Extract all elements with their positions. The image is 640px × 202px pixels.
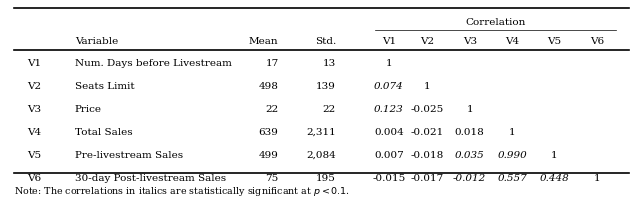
Text: V1: V1 [381,37,396,45]
Text: Num. Days before Livestream: Num. Days before Livestream [75,59,232,68]
Text: 22: 22 [266,105,278,114]
Text: V3: V3 [27,105,41,114]
Text: Std.: Std. [315,37,336,45]
Text: -0.025: -0.025 [410,105,444,114]
Text: 30-day Post-livestream Sales: 30-day Post-livestream Sales [75,173,226,182]
Text: 22: 22 [323,105,336,114]
Text: V6: V6 [27,173,41,182]
Text: 0.035: 0.035 [455,150,484,159]
Text: 499: 499 [259,150,278,159]
Text: -0.015: -0.015 [372,173,406,182]
Text: 195: 195 [316,173,336,182]
Text: 1: 1 [551,150,558,159]
Text: Mean: Mean [249,37,278,45]
Text: Price: Price [75,105,102,114]
Text: V5: V5 [547,37,561,45]
Text: 139: 139 [316,82,336,90]
Text: -0.018: -0.018 [410,150,444,159]
Text: V6: V6 [590,37,604,45]
Text: Total Sales: Total Sales [75,127,132,136]
Text: V1: V1 [27,59,41,68]
Text: 2,084: 2,084 [306,150,336,159]
Text: 639: 639 [259,127,278,136]
Text: 1: 1 [467,105,473,114]
Text: 0.557: 0.557 [497,173,527,182]
Text: V2: V2 [420,37,434,45]
Text: 1: 1 [594,173,600,182]
Text: 498: 498 [259,82,278,90]
Text: -0.012: -0.012 [453,173,486,182]
Text: 0.123: 0.123 [374,105,404,114]
Text: 1: 1 [424,82,430,90]
Text: Note: The correlations in italics are statistically significant at $p < 0.1$.: Note: The correlations in italics are st… [14,184,350,197]
Text: -0.017: -0.017 [410,173,444,182]
Text: Variable: Variable [75,37,118,45]
Text: 0.007: 0.007 [374,150,404,159]
Text: 0.074: 0.074 [374,82,404,90]
Text: -0.021: -0.021 [410,127,444,136]
Text: 0.004: 0.004 [374,127,404,136]
Text: 2,311: 2,311 [306,127,336,136]
Text: 75: 75 [266,173,278,182]
Text: 13: 13 [323,59,336,68]
Text: Seats Limit: Seats Limit [75,82,134,90]
Text: V5: V5 [27,150,41,159]
Text: 1: 1 [385,59,392,68]
Text: 1: 1 [509,127,516,136]
Text: V4: V4 [27,127,41,136]
Text: Pre-livestream Sales: Pre-livestream Sales [75,150,183,159]
Text: Correlation: Correlation [465,18,525,26]
Text: 0.448: 0.448 [540,173,570,182]
Text: 0.018: 0.018 [455,127,484,136]
Text: V4: V4 [506,37,520,45]
Text: V3: V3 [463,37,477,45]
Text: V2: V2 [27,82,41,90]
Text: 17: 17 [266,59,278,68]
Text: 0.990: 0.990 [497,150,527,159]
